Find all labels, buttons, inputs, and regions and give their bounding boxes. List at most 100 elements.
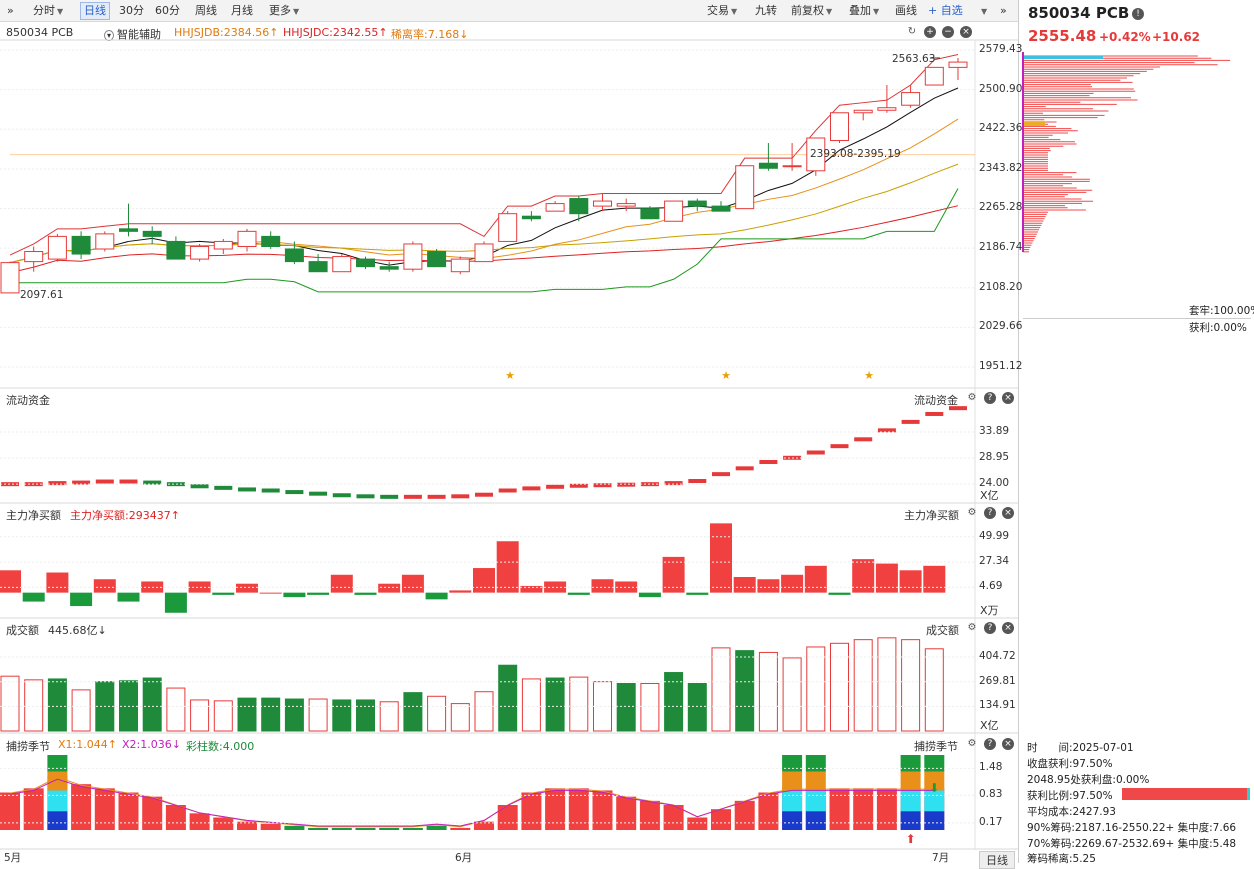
candle-body: [0, 262, 20, 294]
tab-30min[interactable]: 30分: [119, 4, 144, 17]
candlestick-chart[interactable]: 2563.63 2393.08-2395.19 2097.61 ★ ★ ★ ⬆ ⬇ 5月 6月 7月: [0, 0, 1018, 863]
candle-body: [142, 230, 162, 237]
liquidity-bar: [1, 482, 19, 487]
candle: [308, 254, 328, 273]
liquidity-bar: [664, 481, 683, 486]
tab-60min[interactable]: 60分: [155, 4, 180, 17]
chevron-down-icon[interactable]: ▼: [981, 7, 988, 16]
close-icon[interactable]: ×: [1002, 507, 1014, 519]
season-bar: [876, 788, 897, 830]
pane4-title: 捕捞季节: [6, 740, 50, 753]
candle-body: [711, 205, 731, 212]
netbuy-bar: [733, 577, 756, 593]
chip-avg-marker: [1023, 122, 1045, 126]
season-bar: [711, 809, 731, 830]
period-label[interactable]: 日线: [979, 851, 1015, 869]
pane3-unit: X亿: [980, 719, 999, 732]
gear-icon[interactable]: ⚙: [967, 507, 977, 518]
close-icon[interactable]: ×: [960, 26, 972, 38]
liquidity-bar: [72, 480, 91, 485]
candle: [142, 226, 162, 244]
season-tick-label: 0.17: [979, 815, 1003, 828]
candle: [948, 57, 968, 80]
expand-right-icon[interactable]: »: [1000, 4, 1007, 17]
tab-fenshi[interactable]: 分时 ▼: [33, 4, 64, 17]
season-bar: [521, 792, 542, 830]
season-bar: [237, 821, 257, 830]
candle: [664, 200, 684, 222]
tab-weekly[interactable]: 周线: [195, 4, 217, 17]
price-tick-label: 2343.82: [979, 161, 1023, 174]
gear-icon[interactable]: ⚙: [967, 392, 977, 403]
candle-body: [948, 61, 968, 68]
liquidity-bar: [95, 479, 114, 484]
draw-button[interactable]: 画线: [895, 4, 917, 17]
chip-profit: 获利:0.00%: [1189, 322, 1247, 334]
season-bar: [355, 827, 376, 830]
netbuy-bar: [425, 592, 448, 600]
gear-icon[interactable]: ⚙: [967, 622, 977, 633]
candle-body: [853, 109, 873, 114]
volume-bar: [853, 639, 873, 732]
volume-tick-label: 134.91: [979, 699, 1016, 712]
candle-body: [356, 258, 375, 268]
netbuy-bar: [70, 592, 93, 607]
liquidity-bar: [830, 444, 849, 449]
help-icon[interactable]: ?: [984, 738, 996, 750]
season-bar: [497, 805, 518, 830]
price-tick-label: 2500.90: [979, 82, 1023, 95]
trade-dropdown[interactable]: 交易 ▼: [707, 4, 738, 17]
help-icon[interactable]: ?: [984, 392, 996, 404]
add-watchlist-button[interactable]: + 自选: [928, 4, 963, 17]
zoom-in-icon[interactable]: +: [924, 26, 936, 38]
info-90: 90%筹码:2187.16-2550.22+ 集中度:7.66: [1027, 822, 1237, 834]
smart-assist-toggle[interactable]: ▾ 智能辅助: [104, 26, 161, 42]
help-icon[interactable]: ?: [984, 622, 996, 634]
price-tick-label: 1951.12: [979, 360, 1023, 372]
refresh-icon[interactable]: ↻: [907, 26, 917, 37]
jiuzhuan-button[interactable]: 九转: [755, 4, 777, 17]
up-arrow-marker: ⬆: [906, 832, 916, 846]
season-bar: [379, 827, 400, 830]
netbuy-bar: [686, 592, 709, 595]
candle-body: [403, 243, 423, 270]
candle-body: [284, 248, 304, 263]
zoom-out-icon[interactable]: −: [942, 26, 954, 38]
season-bar: [853, 788, 874, 830]
volume-bar: [332, 699, 352, 732]
chip-bar-current: [1023, 56, 1103, 59]
gear-icon[interactable]: ⚙: [967, 738, 977, 749]
help-icon[interactable]: ?: [984, 507, 996, 519]
chevron-down-icon: ▼: [731, 7, 738, 16]
season-bar: [592, 790, 613, 830]
season-tick-label: 0.83: [979, 788, 1003, 801]
netbuy-bar: [496, 541, 519, 593]
volume-bar: [616, 683, 636, 732]
chevron-down-icon: ▾: [104, 30, 115, 41]
close-icon[interactable]: ×: [1002, 392, 1014, 404]
candle-body: [569, 198, 589, 215]
netbuy-bar: [828, 592, 851, 595]
tab-monthly[interactable]: 月线: [231, 4, 253, 17]
tab-daily[interactable]: 日线: [80, 2, 110, 20]
volume-bar: [640, 683, 660, 732]
overlay-dropdown[interactable]: 叠加 ▼: [849, 4, 880, 17]
collapse-left-icon[interactable]: »: [7, 4, 14, 17]
netbuy-bar: [567, 592, 590, 595]
info-chouli: 筹码稀离:5.25: [1027, 853, 1096, 865]
netbuy-bar: [354, 592, 377, 595]
liquidity-bar: [332, 493, 351, 498]
candle-body: [308, 261, 328, 273]
candle: [687, 198, 707, 212]
netbuy-bar: [899, 570, 922, 593]
info-icon[interactable]: !: [1132, 8, 1144, 20]
fuquan-dropdown[interactable]: 前复权 ▼: [791, 4, 833, 17]
close-icon[interactable]: ×: [1002, 738, 1014, 750]
candle: [237, 228, 257, 252]
candle: [332, 254, 352, 273]
candle-body: [237, 230, 257, 247]
candle: [569, 196, 589, 222]
close-icon[interactable]: ×: [1002, 622, 1014, 634]
candle: [284, 241, 304, 265]
more-dropdown[interactable]: 更多 ▼: [269, 4, 300, 17]
